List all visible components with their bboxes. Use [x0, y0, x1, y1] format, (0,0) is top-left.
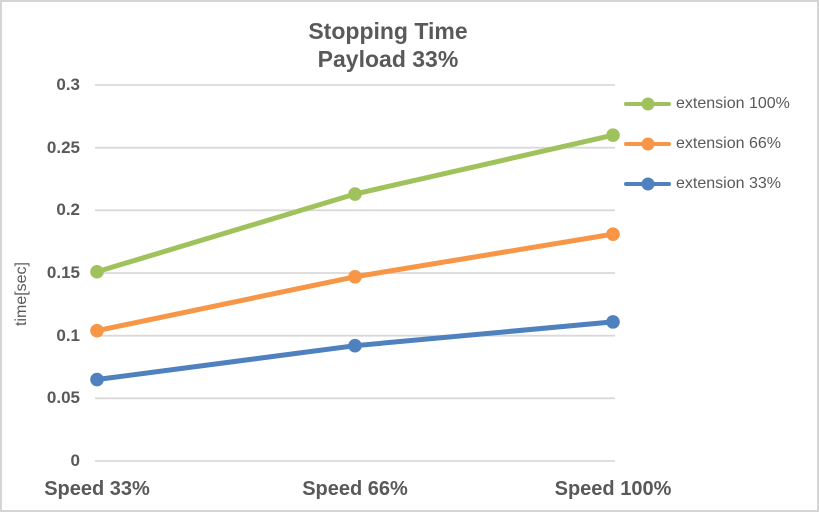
y-tick-label: 0 — [70, 451, 80, 470]
series-line — [94, 132, 616, 275]
x-category-label: Speed 33% — [44, 478, 150, 500]
y-tick-label: 0.05 — [46, 388, 80, 408]
data-point-marker — [348, 187, 362, 201]
data-point-marker — [90, 372, 104, 387]
legend-dot-icon — [641, 177, 654, 191]
y-tick-label: 0.3 — [56, 75, 80, 94]
legend-label: extension 33% — [676, 175, 781, 192]
legend-line-marker-icon — [624, 137, 671, 151]
legend-line-marker-icon — [624, 177, 671, 191]
legend-label: extension 66% — [676, 135, 781, 152]
x-category-label: Speed 66% — [302, 478, 408, 500]
y-tick-label: 0.25 — [46, 137, 80, 157]
data-point-marker — [90, 264, 104, 279]
y-tick-label: 0.1 — [56, 325, 80, 345]
legend-item: extension 33% — [624, 171, 781, 197]
data-point-marker — [606, 315, 620, 329]
legend-line-marker-icon — [624, 97, 671, 111]
y-tick-label: 0.2 — [56, 200, 80, 220]
legend-label: extension 100% — [676, 95, 790, 112]
data-point-marker — [348, 269, 362, 284]
data-point-marker — [606, 227, 620, 241]
data-point-marker — [606, 128, 620, 142]
legend-dot-icon — [641, 97, 654, 111]
legend-item: extension 100% — [624, 91, 790, 117]
y-tick-label: 0.15 — [46, 263, 80, 282]
legend-dot-icon — [641, 137, 654, 151]
data-point-marker — [348, 338, 362, 353]
data-point-marker — [90, 323, 104, 338]
x-category-label: Speed 100% — [554, 478, 672, 500]
legend-item: extension 66% — [624, 131, 781, 157]
